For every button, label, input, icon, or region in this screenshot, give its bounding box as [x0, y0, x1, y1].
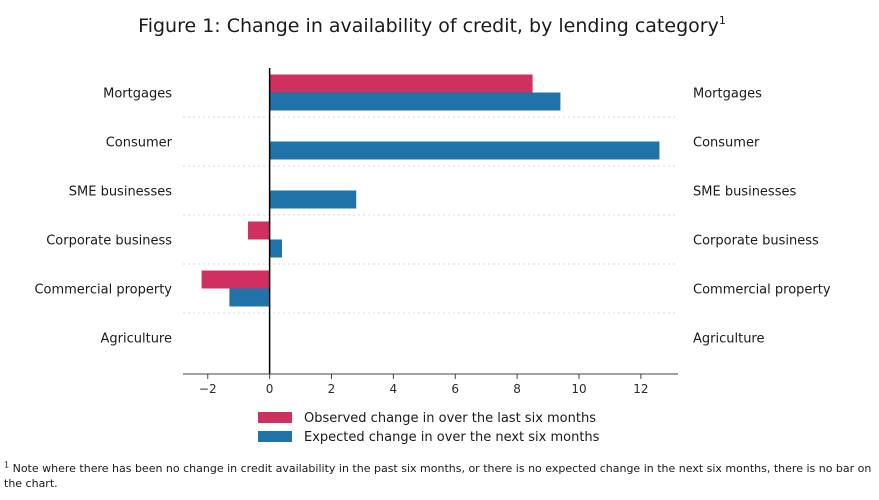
x-tick-label: 4 [390, 382, 398, 396]
x-tick-label: 6 [451, 382, 459, 396]
bar-observed-mortgages [269, 74, 533, 93]
chart-title-text: Figure 1: Change in availability of cred… [138, 15, 719, 37]
category-label-right: SME businesses [693, 185, 796, 200]
category-label-left: Mortgages [103, 87, 172, 102]
bar-expected-commercial-property [229, 288, 270, 307]
x-tick-label: 8 [513, 382, 521, 396]
legend: Observed change in over the last six mon… [258, 411, 600, 445]
footnote-marker: 1 [4, 460, 10, 470]
legend-swatch [258, 412, 292, 423]
category-labels-right: Mortgages Consumer SME businesses Corporate… [693, 87, 831, 347]
legend-label: Expected change in over the next six mon… [304, 430, 600, 445]
axes [183, 68, 678, 375]
category-label-right: Commercial property [693, 283, 831, 298]
category-label-right: Consumer [693, 136, 760, 151]
bar-expected-mortgages [269, 92, 561, 111]
category-label-left: Agriculture [101, 332, 173, 347]
category-label-left: Corporate business [46, 234, 172, 249]
x-tick-label: 2 [328, 382, 336, 396]
bar-expected-corporate-business [269, 239, 282, 258]
footnote-text: Note where there has been no change in c… [4, 462, 872, 490]
category-label-right: Agriculture [693, 332, 765, 347]
category-label-right: Mortgages [693, 87, 762, 102]
category-label-left: Consumer [106, 136, 173, 151]
bars [201, 74, 660, 307]
x-tick-label: 12 [633, 382, 648, 396]
footnote: 1 Note where there has been no change in… [4, 461, 874, 491]
category-label-left: SME businesses [69, 185, 172, 200]
legend-label: Observed change in over the last six mon… [304, 411, 596, 426]
bar-chart: Figure 1: Change in availability of cred… [34, 14, 831, 445]
category-label-left: Commercial property [34, 283, 172, 298]
x-tick-label: 0 [266, 382, 274, 396]
x-tick-label: −2 [199, 382, 217, 396]
x-axis-ticks: −2 0 2 4 6 8 10 12 [199, 374, 649, 396]
bar-expected-sme-businesses [269, 190, 357, 209]
bar-expected-consumer [269, 141, 660, 160]
bar-observed-corporate-business [247, 221, 270, 240]
category-label-right: Corporate business [693, 234, 819, 249]
legend-swatch [258, 431, 292, 442]
category-labels-left: Mortgages Consumer SME businesses Corporate… [34, 87, 172, 347]
chart-title-footnote-marker: 1 [719, 14, 726, 27]
x-tick-label: 10 [571, 382, 586, 396]
chart-title: Figure 1: Change in availability of cred… [138, 14, 726, 37]
bar-observed-commercial-property [201, 270, 270, 289]
